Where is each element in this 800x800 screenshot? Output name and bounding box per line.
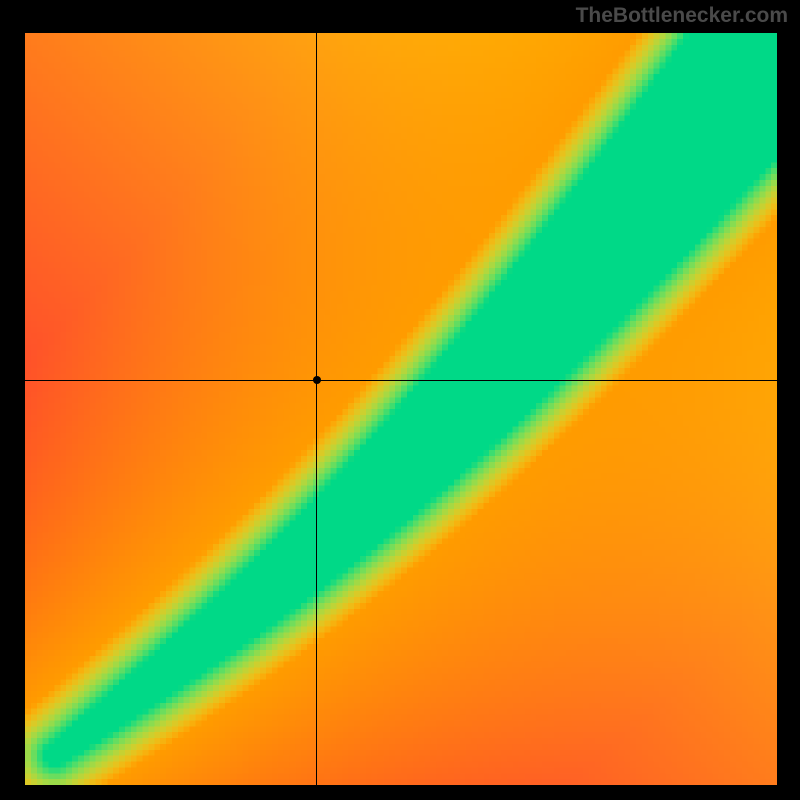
- marker-dot: [313, 376, 321, 384]
- heatmap-canvas: [25, 33, 777, 785]
- crosshair-vertical: [316, 33, 317, 785]
- watermark-text: TheBottlenecker.com: [576, 4, 788, 28]
- crosshair-horizontal: [25, 380, 777, 381]
- heatmap-area: [25, 33, 777, 785]
- chart-frame: [25, 33, 777, 785]
